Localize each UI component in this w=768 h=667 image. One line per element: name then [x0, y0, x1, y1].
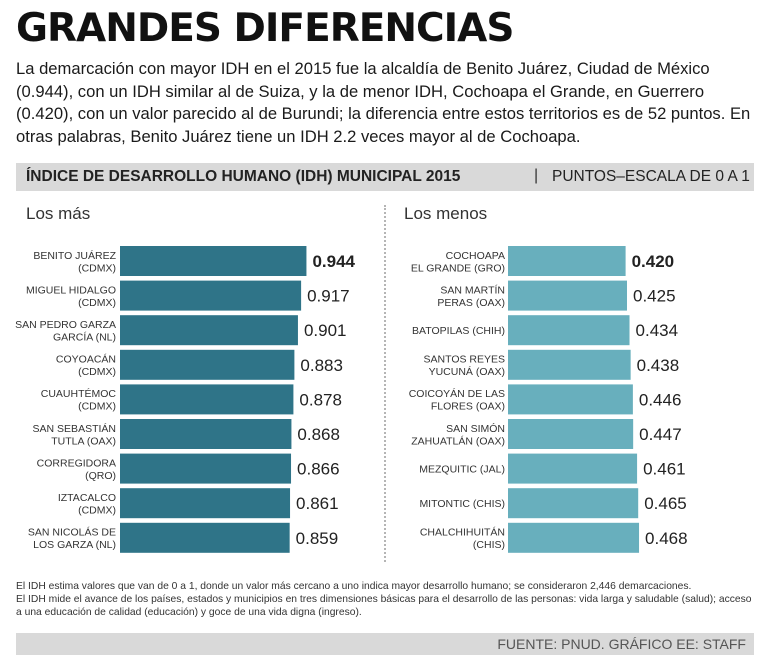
bottom-category-label-3: BATOPILAS (CHIH)	[412, 325, 505, 337]
top-bar-6	[120, 419, 292, 449]
bottom-category-label-2: SAN MARTÍN PERAS (OAX)	[437, 283, 505, 309]
top-bar-2	[120, 280, 302, 311]
top-value-label-4: 0.883	[300, 356, 343, 375]
top-category-label-6: SAN SEBASTIÁN TUTLA (OAX)	[33, 422, 116, 448]
bottom-section-title: Los menos	[404, 204, 488, 223]
top-value-label-9: 0.859	[296, 529, 339, 548]
bottom-bar-5	[508, 384, 633, 415]
panel-divider	[384, 205, 386, 562]
bottom-bar-8	[508, 488, 639, 519]
bottom-value-label-4: 0.438	[637, 356, 680, 375]
top-category-label-7: CORREGIDORA (QRO)	[37, 457, 116, 482]
top-bar-5	[120, 384, 294, 415]
header-separator: |	[534, 167, 539, 184]
bottom-bar-9	[508, 522, 640, 553]
top-value-label-2: 0.917	[307, 287, 350, 306]
top-category-label-8: IZTACALCO (CDMX)	[58, 492, 116, 517]
chart-title: ÍNDICE DE DESARROLLO HUMANO (IDH) MUNICI…	[26, 168, 461, 185]
bottom-category-label-5: COICOYÁN DE LAS FLORES (OAX)	[409, 387, 505, 413]
page-title: GRANDES DIFERENCIAS	[16, 6, 514, 51]
source-label: FUENTE: PNUD. GRÁFICO EE: STAFF	[497, 636, 746, 652]
top-category-label-9: SAN NICOLÁS DE LOS GARZA (NL)	[28, 526, 116, 552]
bottom-bar-1	[508, 246, 626, 276]
top-value-label-3: 0.901	[304, 321, 347, 340]
bottom-category-label-8: MITONTIC (CHIS)	[419, 498, 505, 510]
top-value-label-1: 0.944	[312, 252, 355, 271]
bottom-value-label-8: 0.465	[644, 494, 687, 513]
bottom-category-label-1: COCHOAPA EL GRANDE (GRO)	[411, 250, 505, 275]
top-bar-1	[120, 246, 307, 276]
bottom-value-label-3: 0.434	[636, 321, 679, 340]
bottom-value-label-2: 0.425	[633, 287, 676, 306]
intro-paragraph: La demarcación con mayor IDH en el 2015 …	[16, 59, 751, 146]
bottom-value-label-9: 0.468	[645, 529, 688, 548]
bottom-value-label-6: 0.447	[639, 425, 682, 444]
bottom-category-label-9: CHALCHIHUITÁN (CHIS)	[420, 526, 505, 552]
top-value-label-5: 0.878	[299, 390, 342, 409]
top-category-label-1: BENITO JUÁREZ (CDMX)	[33, 249, 116, 275]
bottom-value-label-5: 0.446	[639, 390, 682, 409]
bottom-category-label-7: MEZQUITIC (JAL)	[419, 464, 505, 476]
top-category-label-5: CUAUHTÉMOC (CDMX)	[41, 387, 117, 413]
source-band: FUENTE: PNUD. GRÁFICO EE: STAFF	[16, 633, 754, 655]
bottom-bar-2	[508, 280, 627, 311]
top-bar-9	[120, 522, 290, 553]
top-category-label-4: COYOACÁN (CDMX)	[56, 353, 116, 379]
top-value-label-6: 0.868	[297, 425, 340, 444]
top-bar-4	[120, 349, 295, 380]
top-value-label-7: 0.866	[297, 460, 340, 479]
bottom-bar-7	[508, 453, 638, 484]
top-section-title: Los más	[26, 204, 91, 223]
bottom-category-label-4: SANTOS REYES YUCUNÁ (OAX)	[424, 354, 506, 379]
chart-header-band: ÍNDICE DE DESARROLLO HUMANO (IDH) MUNICI…	[16, 163, 754, 191]
bottom-category-label-6: SAN SIMÓN ZAHUATLÁN (OAX)	[411, 422, 505, 448]
footnote-2: El IDH mide el avance de los países, est…	[16, 594, 752, 618]
bottom-bar-4	[508, 349, 631, 380]
top-bar-3	[120, 315, 298, 346]
top-category-label-3: SAN PEDRO GARZA GARCÍA (NL)	[15, 319, 116, 344]
bottom-value-label-1: 0.420	[632, 252, 675, 271]
top-bar-8	[120, 488, 291, 519]
bottom-bar-6	[508, 419, 634, 449]
top-value-label-8: 0.861	[296, 494, 339, 513]
bottom-value-label-7: 0.461	[643, 460, 686, 479]
footnote-1: El IDH estima valores que van de 0 a 1, …	[16, 581, 692, 592]
scale-label: PUNTOS–ESCALA DE 0 A 1	[552, 168, 750, 185]
top-category-label-2: MIGUEL HIDALGO (CDMX)	[26, 284, 116, 309]
bottom-bar-3	[508, 315, 630, 346]
footnotes: El IDH estima valores que van de 0 a 1, …	[16, 580, 756, 619]
top-bar-7	[120, 453, 292, 484]
